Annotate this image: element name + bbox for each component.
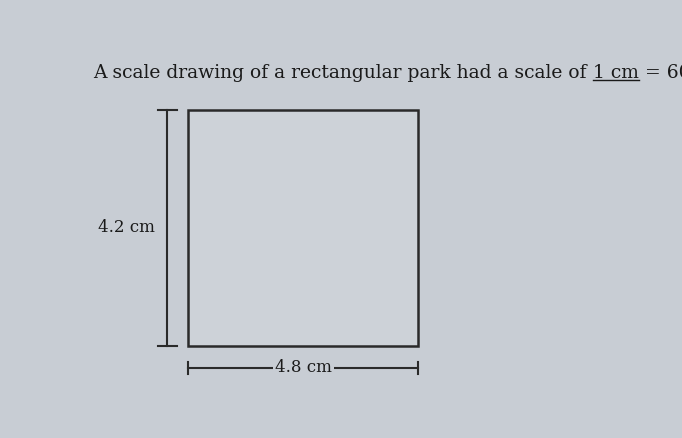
- Text: A scale drawing of a rectangular park had a scale of: A scale drawing of a rectangular park ha…: [93, 64, 593, 82]
- Text: 4.2 cm: 4.2 cm: [98, 219, 155, 237]
- Text: = 60 m.: = 60 m.: [638, 64, 682, 82]
- Text: 4.8 cm: 4.8 cm: [275, 360, 331, 376]
- Text: 1 cm: 1 cm: [593, 64, 638, 82]
- Bar: [188, 110, 418, 346]
